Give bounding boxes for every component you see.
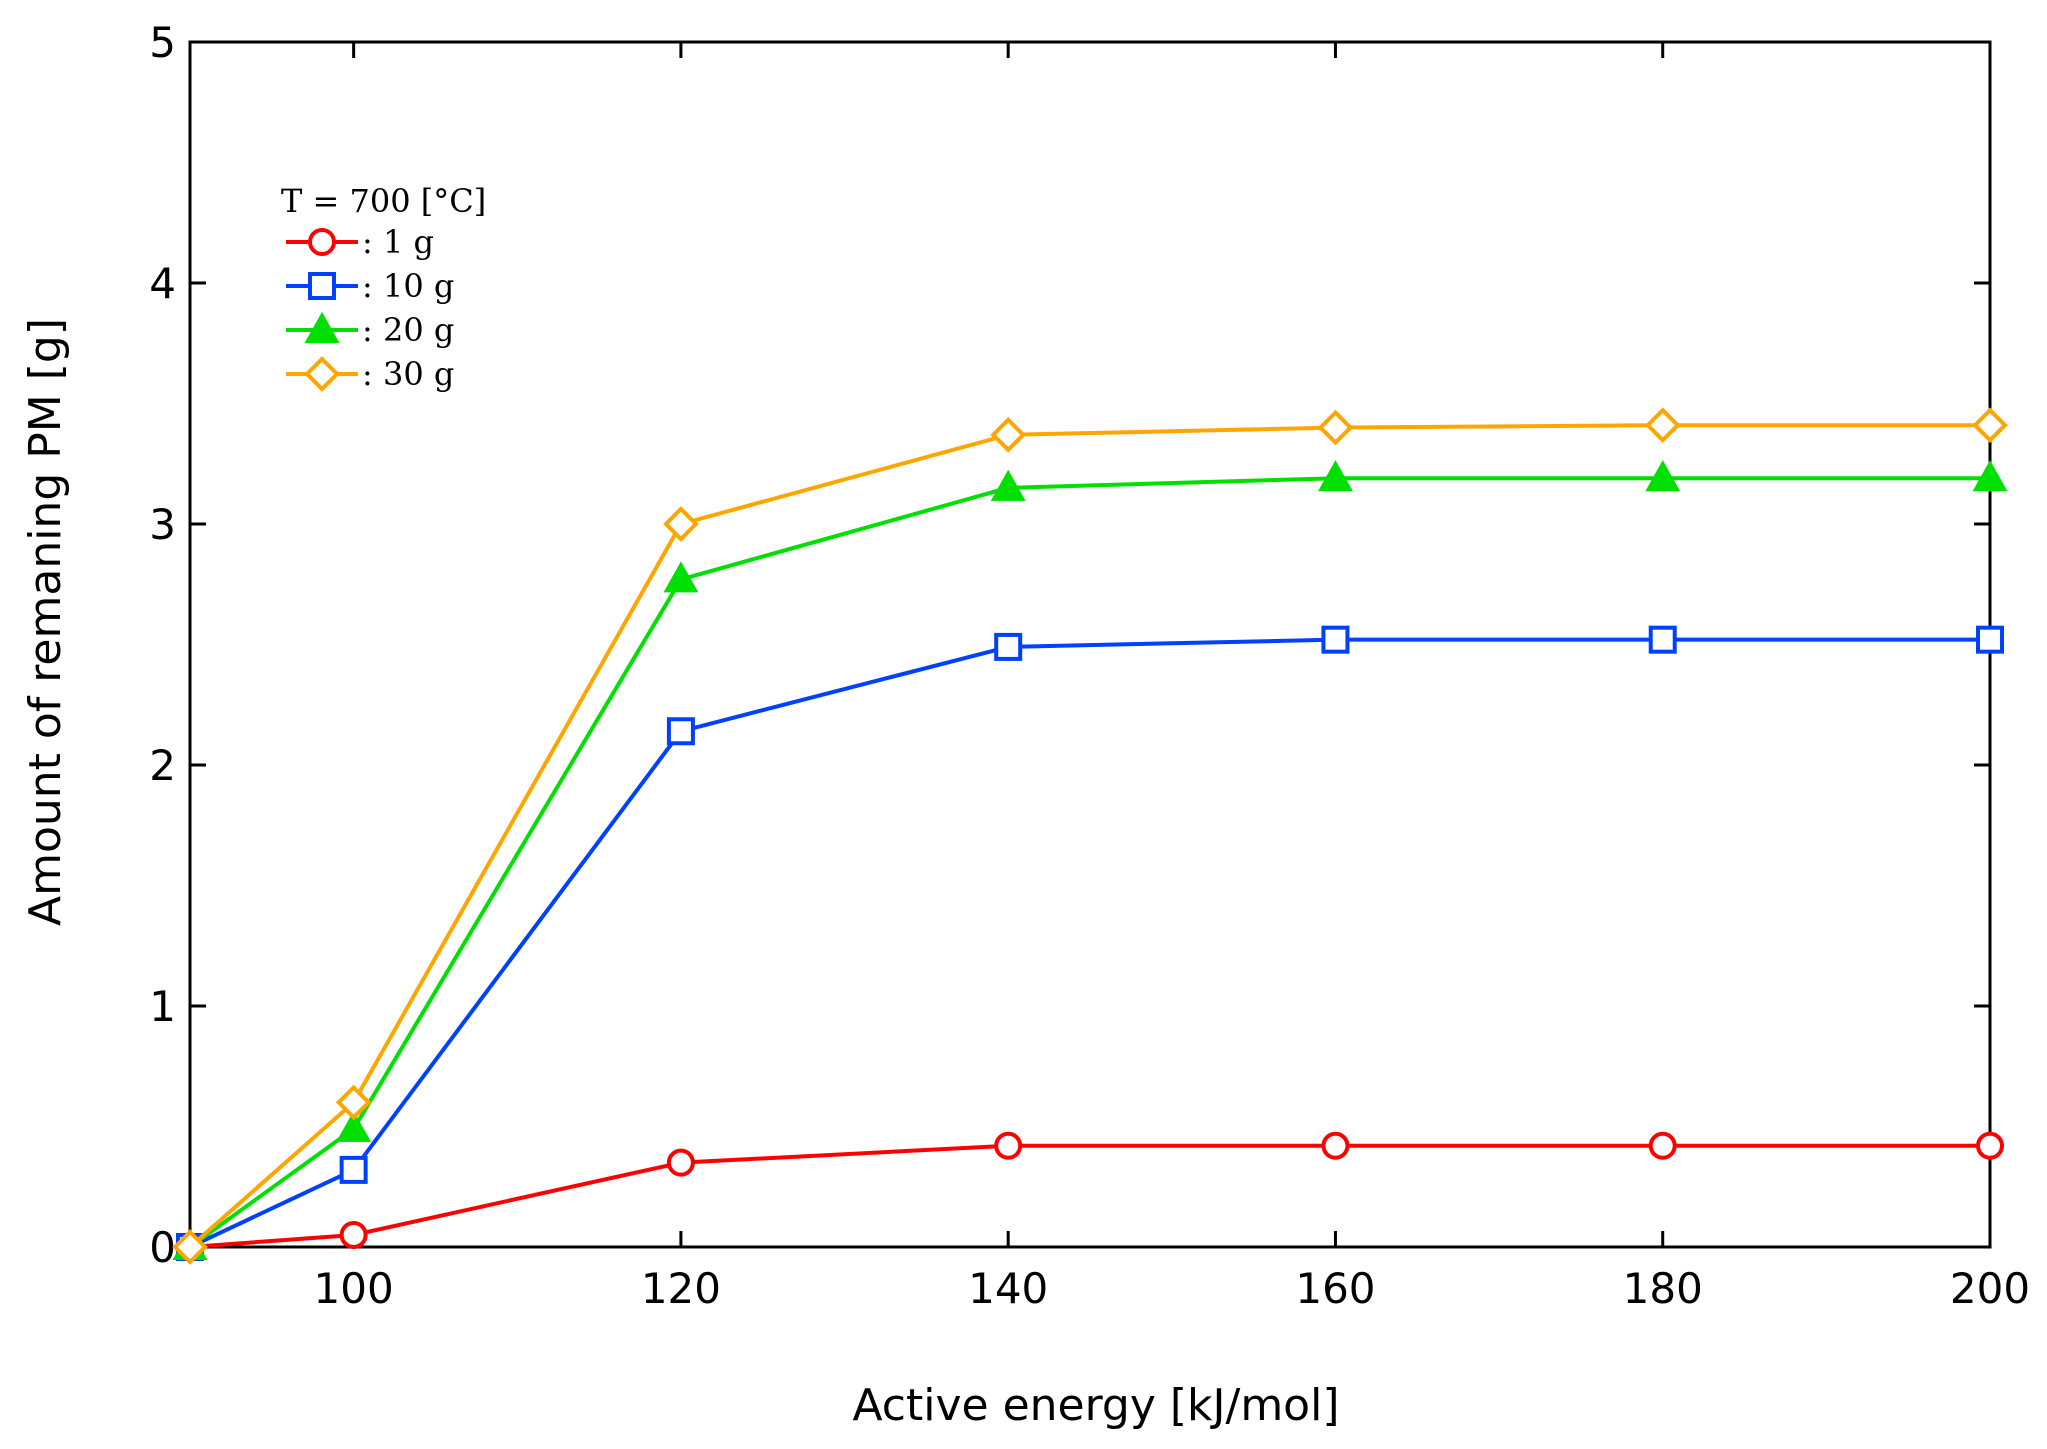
y-tick-label-3: 3 <box>149 500 176 549</box>
x-axis-title: Active energy [kJ/mol] <box>852 1380 1339 1431</box>
tick-labels: 100 120 140 160 180 200 0 1 2 3 4 5 <box>149 18 2030 1313</box>
legend-title: T = 700 [°C] <box>281 182 486 220</box>
series-1-point <box>994 1131 1023 1160</box>
legend-label-3: : 20 g <box>362 311 454 349</box>
x-tick-label-160: 160 <box>1295 1264 1375 1313</box>
legend-label-2: : 10 g <box>362 267 454 305</box>
series-3-point <box>336 1110 372 1142</box>
legend: T = 700 [°C] : 1 g : 10 g : 20 g : 30 g <box>281 182 486 393</box>
legend-marker-2 <box>308 272 336 300</box>
series-2-point <box>1321 625 1350 654</box>
series-1-point <box>1321 1131 1350 1160</box>
series-4-point <box>663 506 699 542</box>
series-4-point <box>1972 407 2008 444</box>
series-line-2 <box>189 637 1990 1249</box>
series-2 <box>176 625 2004 1261</box>
y-axis-title: Amount of remaning PM [g] <box>20 318 71 926</box>
x-tick-label-200: 200 <box>1950 1264 2030 1313</box>
series-4-point <box>335 1084 372 1121</box>
y-tick-label-5: 5 <box>149 18 176 67</box>
legend-entry-1: : 1 g <box>286 223 434 261</box>
x-tick-label-180: 180 <box>1623 1264 1703 1313</box>
series-1 <box>176 1131 2004 1261</box>
series-4-point <box>1644 407 1681 444</box>
legend-entry-2: : 10 g <box>286 267 454 305</box>
legend-marker-4 <box>304 356 340 392</box>
legend-marker-1 <box>308 228 336 256</box>
series-2-point <box>1648 625 1677 654</box>
series-1-point <box>1648 1131 1677 1160</box>
series-line-1 <box>189 1143 1990 1249</box>
y-tick-label-2: 2 <box>149 741 176 790</box>
legend-label-4: : 30 g <box>362 355 454 393</box>
y-tick-label-1: 1 <box>149 982 176 1031</box>
series-3-point <box>1645 460 1681 492</box>
y-tick-label-0: 0 <box>149 1223 176 1272</box>
series-3-point <box>1318 460 1353 492</box>
series-2-point <box>1976 625 2004 654</box>
series-2-point <box>666 717 695 746</box>
series-line-3 <box>188 476 1990 1249</box>
series-2-point <box>994 632 1023 661</box>
series-3-point <box>663 561 699 593</box>
y-tick-label-4: 4 <box>149 259 176 308</box>
series-line-4 <box>188 423 1990 1249</box>
series-4 <box>172 407 2008 1265</box>
series-4-point <box>1317 409 1354 446</box>
series-3-point <box>1972 460 2008 492</box>
x-tick-label-100: 100 <box>314 1264 394 1313</box>
series-2-point <box>339 1155 368 1184</box>
x-tick-label-140: 140 <box>968 1264 1048 1313</box>
legend-entry-4: : 30 g <box>286 355 454 393</box>
series-3-point <box>990 469 1026 501</box>
series-4-point <box>172 1229 208 1265</box>
series-1-point <box>666 1148 695 1177</box>
x-tick-label-120: 120 <box>641 1264 721 1313</box>
series-layer <box>172 407 2008 1265</box>
series-3 <box>172 460 2008 1260</box>
legend-entry-3: : 20 g <box>286 311 454 349</box>
legend-label-1: : 1 g <box>362 223 434 261</box>
series-4-point <box>990 417 1027 453</box>
legend-marker-3 <box>304 311 340 343</box>
series-1-point <box>339 1220 368 1249</box>
series-1-point <box>1976 1131 2004 1160</box>
